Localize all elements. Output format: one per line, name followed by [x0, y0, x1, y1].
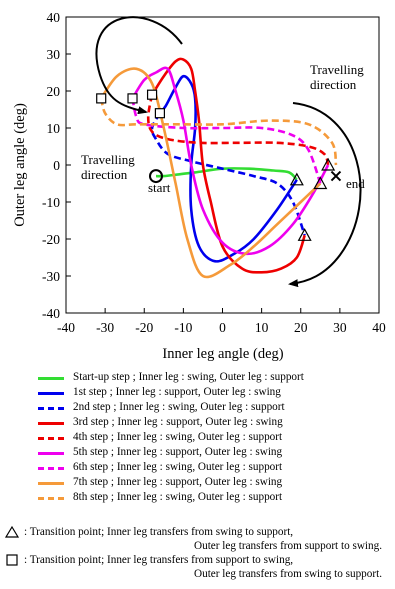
x-tick-label: -20 — [135, 320, 153, 335]
legend-label: 4th step ; Inner leg : swing, Outer leg … — [73, 430, 282, 445]
legend-swatch — [38, 437, 64, 440]
legend-label: 7th step ; Inner leg : support, Outer le… — [73, 475, 282, 490]
legend-swatch — [38, 497, 64, 500]
travel-arrow-right — [290, 103, 361, 284]
y-tick-label: 40 — [47, 10, 61, 25]
series-line-0 — [156, 168, 297, 179]
transition-notes: : Transition point; Inner leg transfers … — [4, 525, 392, 581]
legend-swatch — [38, 377, 64, 380]
legend-label: 5th step ; Inner leg : support, Outer le… — [73, 445, 282, 460]
travel-label-left-line2: direction — [81, 167, 128, 182]
triangle-note-line1: : Transition point; Inner leg transfers … — [24, 525, 293, 539]
square-transition-marker — [97, 94, 106, 103]
legend-swatch — [38, 407, 64, 410]
travel-label-right-line1: Travelling — [310, 62, 364, 77]
square-note: : Transition point; Inner leg transfers … — [4, 553, 392, 581]
square-transition-marker — [155, 109, 164, 118]
legend-item: 3rd step ; Inner leg : support, Outer le… — [38, 415, 388, 430]
y-tick-label: 10 — [47, 121, 61, 136]
legend-label: 8th step ; Inner leg : swing, Outer leg … — [73, 490, 282, 505]
legend-item: 2nd step ; Inner leg : swing, Outer leg … — [38, 400, 388, 415]
legend-swatch — [38, 452, 64, 455]
end-label: end — [346, 176, 365, 191]
legend-item: 1st step ; Inner leg : support, Outer le… — [38, 385, 388, 400]
x-tick-label: -30 — [96, 320, 114, 335]
legend-swatch — [38, 392, 64, 395]
square-transition-marker — [148, 90, 157, 99]
series-line-8 — [101, 98, 336, 165]
legend-label: Start-up step ; Inner leg : swing, Outer… — [73, 370, 304, 385]
square-note-line1: : Transition point; Inner leg transfers … — [24, 553, 293, 567]
legend-swatch — [38, 467, 64, 470]
y-tick-label: -40 — [42, 306, 60, 321]
triangle-note: : Transition point; Inner leg transfers … — [4, 525, 392, 553]
legend: Start-up step ; Inner leg : swing, Outer… — [38, 370, 388, 505]
start-label: start — [148, 180, 171, 195]
y-tick-label: 30 — [47, 47, 61, 62]
legend-item: 6th step ; Inner leg : swing, Outer leg … — [38, 460, 388, 475]
triangle-marker-icon — [4, 525, 20, 539]
legend-label: 1st step ; Inner leg : support, Outer le… — [73, 385, 281, 400]
legend-item: 7th step ; Inner leg : support, Outer le… — [38, 475, 388, 490]
travel-label-left-line1: Travelling — [81, 152, 135, 167]
legend-item: Start-up step ; Inner leg : swing, Outer… — [38, 370, 388, 385]
legend-label: 2nd step ; Inner leg : swing, Outer leg … — [73, 400, 285, 415]
y-tick-label: -20 — [42, 232, 60, 247]
square-transition-marker — [128, 94, 137, 103]
x-tick-label: -40 — [57, 320, 75, 335]
x-tick-label: 40 — [372, 320, 386, 335]
end-marker — [331, 172, 340, 181]
legend-label: 3rd step ; Inner leg : support, Outer le… — [73, 415, 283, 430]
chart-plot: -40 -30 -20 -10 0 10 20 30 40 40 30 20 10 0 -10 -20 -30 -… — [0, 0, 395, 370]
square-note-line2: Outer leg transfers from swing to suppor… — [194, 567, 382, 581]
x-tick-label: 10 — [255, 320, 269, 335]
x-tick-label: 0 — [219, 320, 226, 335]
travel-label-right-line2: direction — [310, 77, 357, 92]
series-line-5 — [133, 68, 329, 254]
y-tick-label: 20 — [47, 84, 61, 99]
legend-label: 6th step ; Inner leg : swing, Outer leg … — [73, 460, 282, 475]
y-tick-label: -30 — [42, 269, 60, 284]
x-tick-label: 20 — [294, 320, 308, 335]
y-axis-label: Outer leg angle (deg) — [12, 103, 28, 227]
legend-swatch — [38, 422, 64, 425]
square-marker-icon — [4, 553, 20, 567]
triangle-note-line2: Outer leg transfers from support to swin… — [194, 539, 382, 553]
x-tick-label: -10 — [174, 320, 192, 335]
legend-item: 5th step ; Inner leg : support, Outer le… — [38, 445, 388, 460]
legend-item: 4th step ; Inner leg : swing, Outer leg … — [38, 430, 388, 445]
y-tick-label: -10 — [42, 195, 60, 210]
x-axis-label: Inner leg angle (deg) — [162, 346, 283, 362]
y-tick-label: 0 — [53, 158, 60, 173]
legend-item: 8th step ; Inner leg : swing, Outer leg … — [38, 490, 388, 505]
legend-swatch — [38, 482, 64, 485]
x-tick-label: 30 — [333, 320, 347, 335]
